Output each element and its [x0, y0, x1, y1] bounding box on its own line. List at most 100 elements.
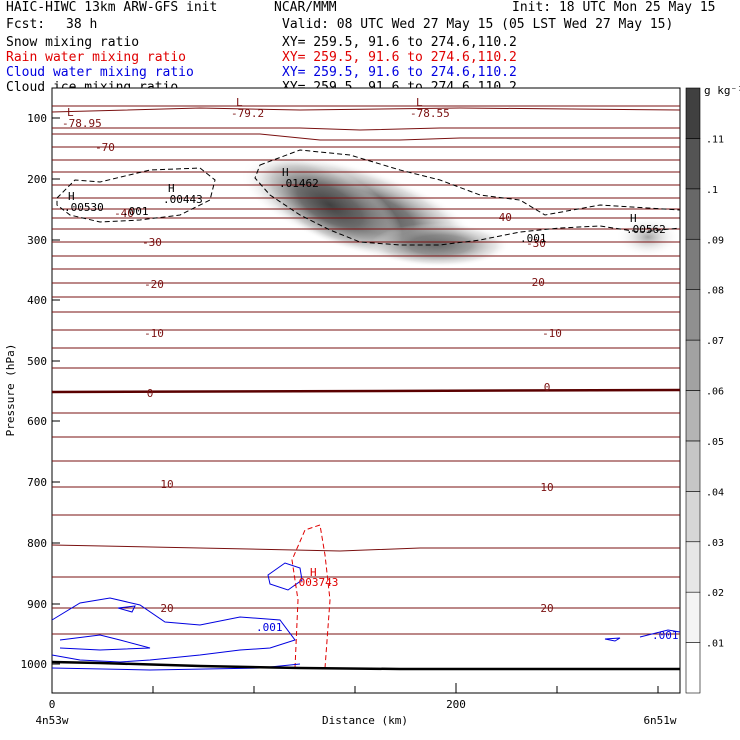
- colorbar-box: [685, 491, 701, 543]
- isotherm-label: 0: [147, 387, 154, 400]
- ice-right-shading: [616, 217, 680, 257]
- y-tick-labels: 100 200 300 400 500 600 700 800 900 1000: [21, 112, 48, 671]
- colorbar-boxes: [685, 87, 701, 694]
- field-xy-snow: XY= 259.5, 91.6 to 274.6,110.2: [282, 35, 517, 50]
- extrema-mark: H: [168, 182, 175, 195]
- cloud-water-contour: [639, 629, 681, 638]
- isotherm-label: 0: [544, 381, 551, 394]
- y-tick-label: 500: [27, 355, 47, 368]
- x-axis-ticks: [152, 683, 659, 693]
- cloud-water-contour: [51, 597, 296, 663]
- colorbar-tick-label: .06: [706, 387, 724, 398]
- isotherm-label: 20: [160, 602, 173, 615]
- colorbar-box: [685, 87, 701, 139]
- colorbar: .01 .02 .03 .04 .05 .06 .07 .08 .09 .1 .11 g kg⁻¹: [685, 84, 740, 694]
- x-start-location: 4n53w: [35, 714, 68, 727]
- center-name: NCAR/MMM: [274, 0, 337, 15]
- y-tick-label: 300: [27, 234, 47, 247]
- isotherm-label: -20: [525, 276, 545, 289]
- x-tick-label: 0: [49, 698, 56, 711]
- isotherm-label: 20: [540, 602, 553, 615]
- y-tick-label: 400: [27, 294, 47, 307]
- isotherm-label: -70: [95, 141, 115, 154]
- cloud-water-contour: [267, 562, 303, 591]
- colorbar-tick-label: .04: [706, 487, 724, 498]
- extrema-value: .00530: [64, 201, 104, 214]
- extrema-value: .00443: [163, 193, 203, 206]
- isotherm-label: -20: [144, 278, 164, 291]
- colorbar-box: [685, 289, 701, 341]
- y-tick-label: 800: [27, 537, 47, 550]
- x-tick-label: 200: [446, 698, 466, 711]
- cloud-water-contour: [59, 634, 151, 651]
- colorbar-box: [685, 138, 701, 190]
- extrema-markers: L -78.95 L -79.2 L -78.55 H .00530 H .00…: [62, 96, 666, 589]
- field-xy-rain: XY= 259.5, 91.6 to 274.6,110.2: [282, 50, 517, 65]
- colorbar-tick-label: .01: [706, 639, 724, 650]
- field-name-cloudwater: Cloud water mixing ratio: [6, 65, 194, 80]
- extrema-value: -78.95: [62, 117, 102, 130]
- model-title: HAIC-HIWC 13km ARW-GFS init: [6, 0, 218, 15]
- field-name-snow: Snow mixing ratio: [6, 35, 140, 50]
- field-xy-cloudwater: XY= 259.5, 91.6 to 274.6,110.2: [282, 65, 517, 80]
- cloud-water-contour: [51, 663, 301, 671]
- colorbar-box: [685, 339, 701, 391]
- contour-label: .001: [652, 629, 679, 642]
- extrema-value: -78.55: [410, 107, 450, 120]
- colorbar-box: [685, 238, 701, 290]
- zero-isotherm: [51, 388, 681, 394]
- init-time: Init: 18 UTC Mon 25 May 15: [512, 0, 716, 15]
- ice-contour-main: [254, 149, 681, 246]
- ice-mixing-shading: [240, 154, 680, 267]
- rain-contour: [291, 524, 331, 669]
- contour-value-labels: .001 .001 .001 .001: [122, 205, 679, 642]
- forecast-hours: 38 h: [66, 17, 98, 32]
- y-tick-label: 600: [27, 415, 47, 428]
- extrema-value: .00562: [626, 223, 666, 236]
- colorbar-box: [685, 642, 701, 694]
- colorbar-box: [685, 188, 701, 240]
- extrema-value: .003743: [292, 576, 338, 589]
- isotherm-label: -40: [114, 207, 134, 220]
- cloud-water-contour: [604, 637, 621, 642]
- extrema-mark: H: [310, 566, 317, 579]
- y-tick-label: 1000: [21, 658, 48, 671]
- isotherm-label: 10: [540, 481, 553, 494]
- colorbar-labels: .01 .02 .03 .04 .05 .06 .07 .08 .09 .1 .11: [706, 134, 724, 649]
- isotherm-line: [51, 107, 681, 113]
- y-tick-label: 100: [27, 112, 47, 125]
- y-tick-label: 700: [27, 476, 47, 489]
- contour-label: .001: [122, 205, 149, 218]
- y-axis-label: Pressure (hPa): [4, 344, 17, 437]
- colorbar-tick-label: .1: [706, 185, 718, 196]
- isotherm-label: -30: [142, 236, 162, 249]
- ice-contour-left: [56, 167, 216, 223]
- contour-label: .001: [256, 621, 283, 634]
- colorbar-tick-label: .11: [706, 134, 724, 145]
- cloud-water-contour: [117, 605, 136, 613]
- colorbar-tick-label: .07: [706, 336, 724, 347]
- isotherm-label: -10: [144, 327, 164, 340]
- field-name-rain: Rain water mixing ratio: [6, 50, 187, 65]
- isotherm-labels: -70 -40 -40 -30 -30 -20 -20 -10 -10 0 0 …: [95, 141, 562, 615]
- colorbar-tick-label: .02: [706, 588, 724, 599]
- ice-contours: [56, 149, 681, 246]
- ground-line: [51, 660, 680, 671]
- y-tick-label: 900: [27, 598, 47, 611]
- extrema-mark: L: [67, 106, 74, 119]
- colorbar-tick-label: .09: [706, 235, 724, 246]
- isotherm-line: [52, 127, 680, 131]
- forecast-label: Fcst:: [6, 17, 46, 32]
- isotherm-label: -10: [542, 327, 562, 340]
- valid-time: Valid: 08 UTC Wed 27 May 15 (05 LST Wed …: [282, 17, 674, 32]
- ice-tail-shading: [370, 223, 510, 267]
- isotherm-label: 10: [160, 478, 173, 491]
- extrema-mark: H: [630, 212, 637, 225]
- colorbar-tick-label: .05: [706, 437, 724, 448]
- extrema-mark: L: [416, 96, 423, 109]
- isotherm-label: -30: [526, 237, 546, 250]
- isotherm-label: -40: [492, 211, 512, 224]
- colorbar-box: [685, 591, 701, 643]
- extrema-mark: H: [282, 166, 289, 179]
